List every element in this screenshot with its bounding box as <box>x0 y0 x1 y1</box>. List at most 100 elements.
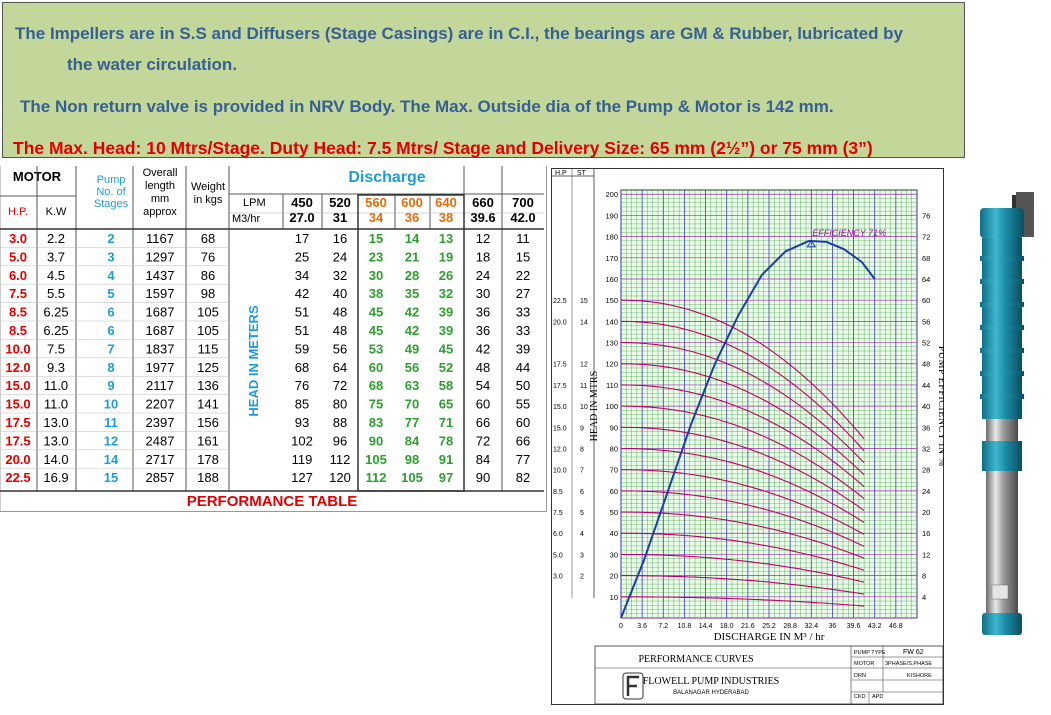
efficiency-tick-label: 20 <box>922 508 930 517</box>
stages-header: No. of <box>96 186 126 198</box>
head-value: 59 <box>295 341 309 356</box>
x-tick-label: 43.2 <box>868 623 882 630</box>
head-value: 127 <box>291 470 313 485</box>
y-tick-label: 160 <box>605 275 618 284</box>
length-value: 1437 <box>146 268 175 283</box>
drn-label: DRN <box>854 673 866 679</box>
head-curve <box>620 363 865 476</box>
head-value: 39 <box>439 305 453 320</box>
y-tick-label: 20 <box>610 572 618 581</box>
hp-value: 17.5 <box>5 415 30 430</box>
head-value: 72 <box>333 378 347 393</box>
weight-value: 161 <box>197 433 219 448</box>
head-curve <box>621 596 865 607</box>
st-column-header: ST <box>577 170 587 177</box>
hp-side-label: 5.0 <box>553 552 563 559</box>
hp-value: 6.0 <box>9 268 27 283</box>
hp-side-label: 12.0 <box>553 446 567 453</box>
head-value: 51 <box>295 305 309 320</box>
discharge-header: Discharge <box>348 169 425 186</box>
hp-value: 15.0 <box>5 378 30 393</box>
m3hr-value: 31 <box>333 210 347 225</box>
head-value: 33 <box>516 305 530 320</box>
head-value: 48 <box>333 305 347 320</box>
head-value: 90 <box>476 470 490 485</box>
x-tick-label: 10.8 <box>678 623 692 630</box>
y-tick-label: 100 <box>605 402 618 411</box>
stage-side-label: 6 <box>580 489 584 496</box>
stage-side-label: 9 <box>580 425 584 432</box>
hp-side-label: 3.0 <box>553 574 563 581</box>
m3hr-label: M3/hr <box>232 213 260 225</box>
stages-value: 7 <box>107 341 114 356</box>
head-value: 58 <box>439 378 453 393</box>
y-tick-label: 110 <box>606 381 618 390</box>
stages-value: 6 <box>107 305 114 320</box>
efficiency-curve <box>620 239 876 619</box>
company-logo-mark <box>626 675 639 696</box>
hp-side-label: 6.0 <box>553 531 563 538</box>
m3hr-value: 39.6 <box>470 210 495 225</box>
head-value: 60 <box>476 397 490 412</box>
head-value: 35 <box>405 286 419 301</box>
length-value: 1597 <box>146 286 175 301</box>
x-tick-label: 46.8 <box>889 623 903 630</box>
head-value: 105 <box>365 452 387 467</box>
efficiency-label: EFFICIENCY 71% <box>812 228 886 238</box>
pump-image <box>980 192 1034 635</box>
head-curve <box>621 405 865 500</box>
efficiency-tick-label: 16 <box>922 529 930 538</box>
head-value: 80 <box>333 397 347 412</box>
length-header: mm <box>151 193 169 205</box>
head-value: 70 <box>405 397 419 412</box>
head-value: 56 <box>333 341 347 356</box>
head-value: 60 <box>369 360 383 375</box>
weight-value: 115 <box>198 341 219 356</box>
efficiency-tick-label: 28 <box>922 466 930 475</box>
weight-value: 86 <box>201 268 215 283</box>
stages-value: 14 <box>104 452 119 467</box>
head-value: 18 <box>476 249 490 264</box>
length-header: length <box>145 180 175 192</box>
pump-type-value: FW 62 <box>903 649 924 656</box>
x-tick-label: 7.2 <box>658 623 668 630</box>
head-curve <box>621 469 865 535</box>
hp-value: 22.5 <box>5 470 30 485</box>
y-tick-label: 80 <box>610 444 618 453</box>
y-tick-label: 10 <box>610 593 618 602</box>
stages-value: 15 <box>104 470 118 485</box>
head-curve <box>621 575 865 595</box>
head-curve <box>621 342 865 464</box>
head-value: 51 <box>295 323 309 338</box>
length-value: 1687 <box>146 305 175 320</box>
head-value: 33 <box>516 323 530 338</box>
weight-header: Weight <box>191 181 225 193</box>
x-tick-label: 28.8 <box>783 623 797 630</box>
head-value: 45 <box>369 323 383 338</box>
head-value: 39 <box>439 323 453 338</box>
head-value: 68 <box>295 360 309 375</box>
pump-type-label: PUMP TYPE <box>854 650 886 656</box>
y-tick-label: 130 <box>605 339 618 348</box>
stage-side-label: 7 <box>580 468 584 475</box>
head-value: 21 <box>405 249 419 264</box>
head-value: 13 <box>439 231 453 246</box>
length-value: 1977 <box>146 360 175 375</box>
head-value: 83 <box>369 415 383 430</box>
head-value: 66 <box>516 433 530 448</box>
head-value: 34 <box>295 268 309 283</box>
y-tick-label: 90 <box>610 423 618 432</box>
m3hr-value: 42.0 <box>510 210 535 225</box>
lpm-label: LPM <box>243 197 266 209</box>
efficiency-tick-label: 48 <box>922 360 930 369</box>
stages-value: 5 <box>107 286 114 301</box>
efficiency-tick-label: 64 <box>922 275 930 284</box>
kw-value: 14.0 <box>43 452 68 467</box>
hp-side-label: 8.5 <box>553 489 563 496</box>
length-value: 1297 <box>146 249 175 264</box>
efficiency-tick-label: 52 <box>922 339 930 348</box>
apd-label: APD <box>872 694 883 700</box>
lpm-value: 560 <box>365 195 387 210</box>
head-value: 19 <box>439 249 453 264</box>
